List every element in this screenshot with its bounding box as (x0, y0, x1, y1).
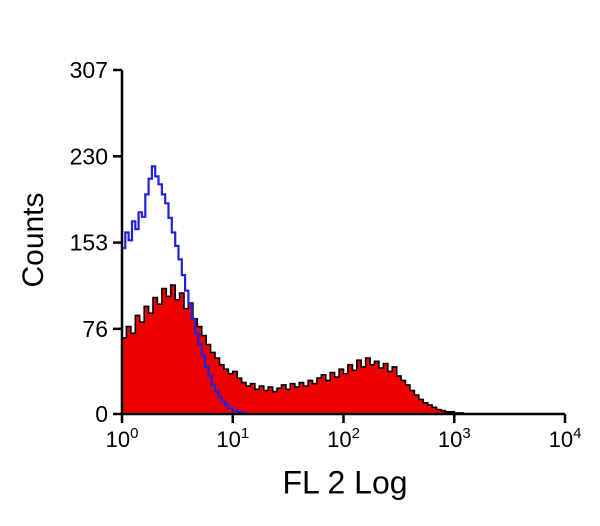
x-axis-label: FL 2 Log (282, 464, 408, 501)
y-axis-label: Counts (17, 192, 50, 288)
y-tick-label: 230 (70, 143, 108, 169)
x-tick-label: 102 (327, 425, 360, 452)
x-tick-label: 100 (106, 425, 139, 452)
blue-open-histogram-line (122, 165, 248, 414)
y-tick-label: 76 (82, 316, 108, 342)
red-filled-histogram-outline (121, 284, 464, 414)
x-tick-label: 104 (549, 425, 582, 452)
y-tick-label: 153 (70, 230, 108, 256)
red-filled-histogram-fill (122, 285, 464, 414)
y-tick-label: 0 (95, 401, 108, 427)
x-tick-label: 103 (438, 425, 471, 452)
y-tick-label: 307 (70, 57, 108, 83)
x-tick-label: 101 (216, 425, 249, 452)
